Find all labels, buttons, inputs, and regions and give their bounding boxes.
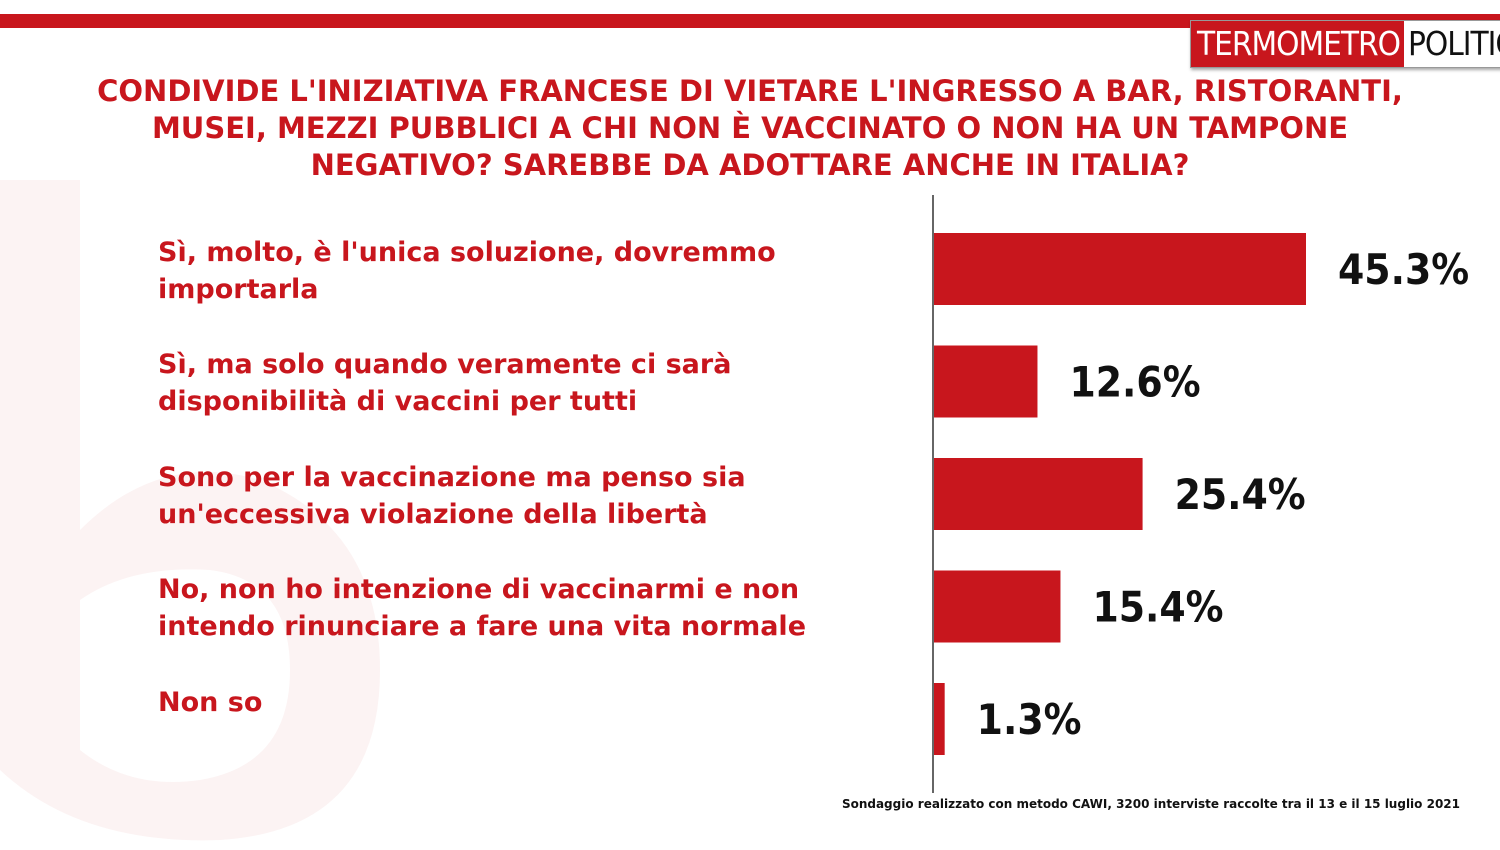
bar-value-label-1: 45.3% [1338,245,1469,294]
bar-1 [934,233,1306,305]
bar-value-label-4: 15.4% [1092,583,1223,632]
logo-part-termometro: TERMOMETRO [1191,21,1404,67]
bar-3 [934,458,1143,530]
answer-label-2: Sì, ma solo quando veramente ci sarà dis… [158,349,732,417]
bar-value-label-5: 1.3% [977,695,1082,744]
answer-label-3: Sono per la vaccinazione ma penso sia un… [158,462,746,530]
bar-5 [934,683,945,755]
bar-2 [934,345,1038,418]
top-stripe [0,14,1500,28]
answer-label-4: No, non ho intenzione di vaccinarmi e no… [158,574,806,642]
chart-title: CONDIVIDE L'INIZIATIVA FRANCESE DI VIETA… [97,74,1403,182]
bar-4 [934,570,1061,643]
answer-label-1: Sì, molto, è l'unica soluzione, dovremmo… [158,237,776,305]
answer-label-5: Non so [158,687,263,718]
bars-group [934,233,1306,755]
bar-value-label-2: 12.6% [1069,358,1200,407]
source-note: Sondaggio realizzato con metodo CAWI, 32… [841,797,1460,811]
bar-labels-group: 45.3% 12.6% 25.4% 15.4% 1.3% [977,245,1469,744]
bar-value-label-3: 25.4% [1175,470,1306,519]
watermark-logo [0,180,380,841]
